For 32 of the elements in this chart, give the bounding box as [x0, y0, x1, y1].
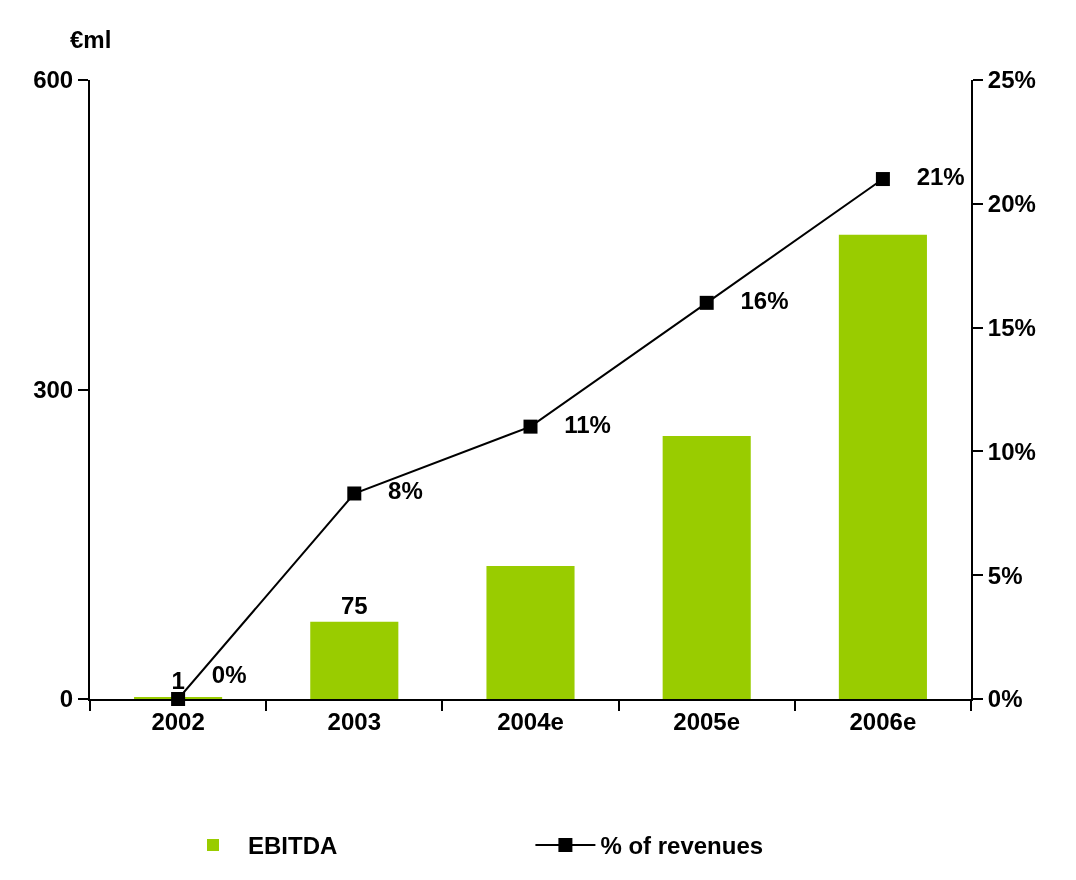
data-label: 8%: [364, 477, 423, 505]
data-label: 1: [171, 667, 185, 694]
legend-label: EBITDA: [248, 832, 338, 860]
y-axis-title: €ml: [70, 26, 112, 53]
bar: [662, 435, 751, 699]
bar: [486, 565, 575, 699]
legend-label: % of revenues: [600, 832, 764, 860]
data-label: 21%: [892, 163, 965, 191]
y-tick-label: 0: [59, 685, 74, 713]
data-label: 16%: [716, 286, 789, 314]
x-tick-label: 2006e: [849, 707, 917, 735]
y2-tick-label: 15%: [987, 314, 1036, 341]
y2-tick-label: 20%: [987, 190, 1036, 218]
x-tick-label: 2005e: [673, 707, 741, 735]
x-tick-label: 2004e: [497, 707, 564, 735]
x-tick-label: 2003: [327, 707, 381, 735]
y2-tick-label: 0%: [987, 685, 1023, 713]
bar: [838, 234, 927, 699]
y2-tick-label: 10%: [987, 437, 1036, 465]
y2-tick-label: 25%: [987, 66, 1036, 94]
bar: [310, 621, 399, 699]
point: [875, 172, 890, 187]
y-tick-label: 300: [33, 375, 74, 403]
data-label: 0%: [187, 661, 247, 689]
point: [347, 486, 362, 501]
point: [699, 295, 714, 310]
y2-tick-label: 5%: [987, 561, 1023, 589]
x-tick-label: 2002: [151, 707, 205, 735]
point: [523, 419, 538, 434]
y-tick-label: 600: [33, 66, 74, 94]
data-label: 75: [340, 591, 368, 619]
data-label: 11%: [540, 410, 611, 438]
